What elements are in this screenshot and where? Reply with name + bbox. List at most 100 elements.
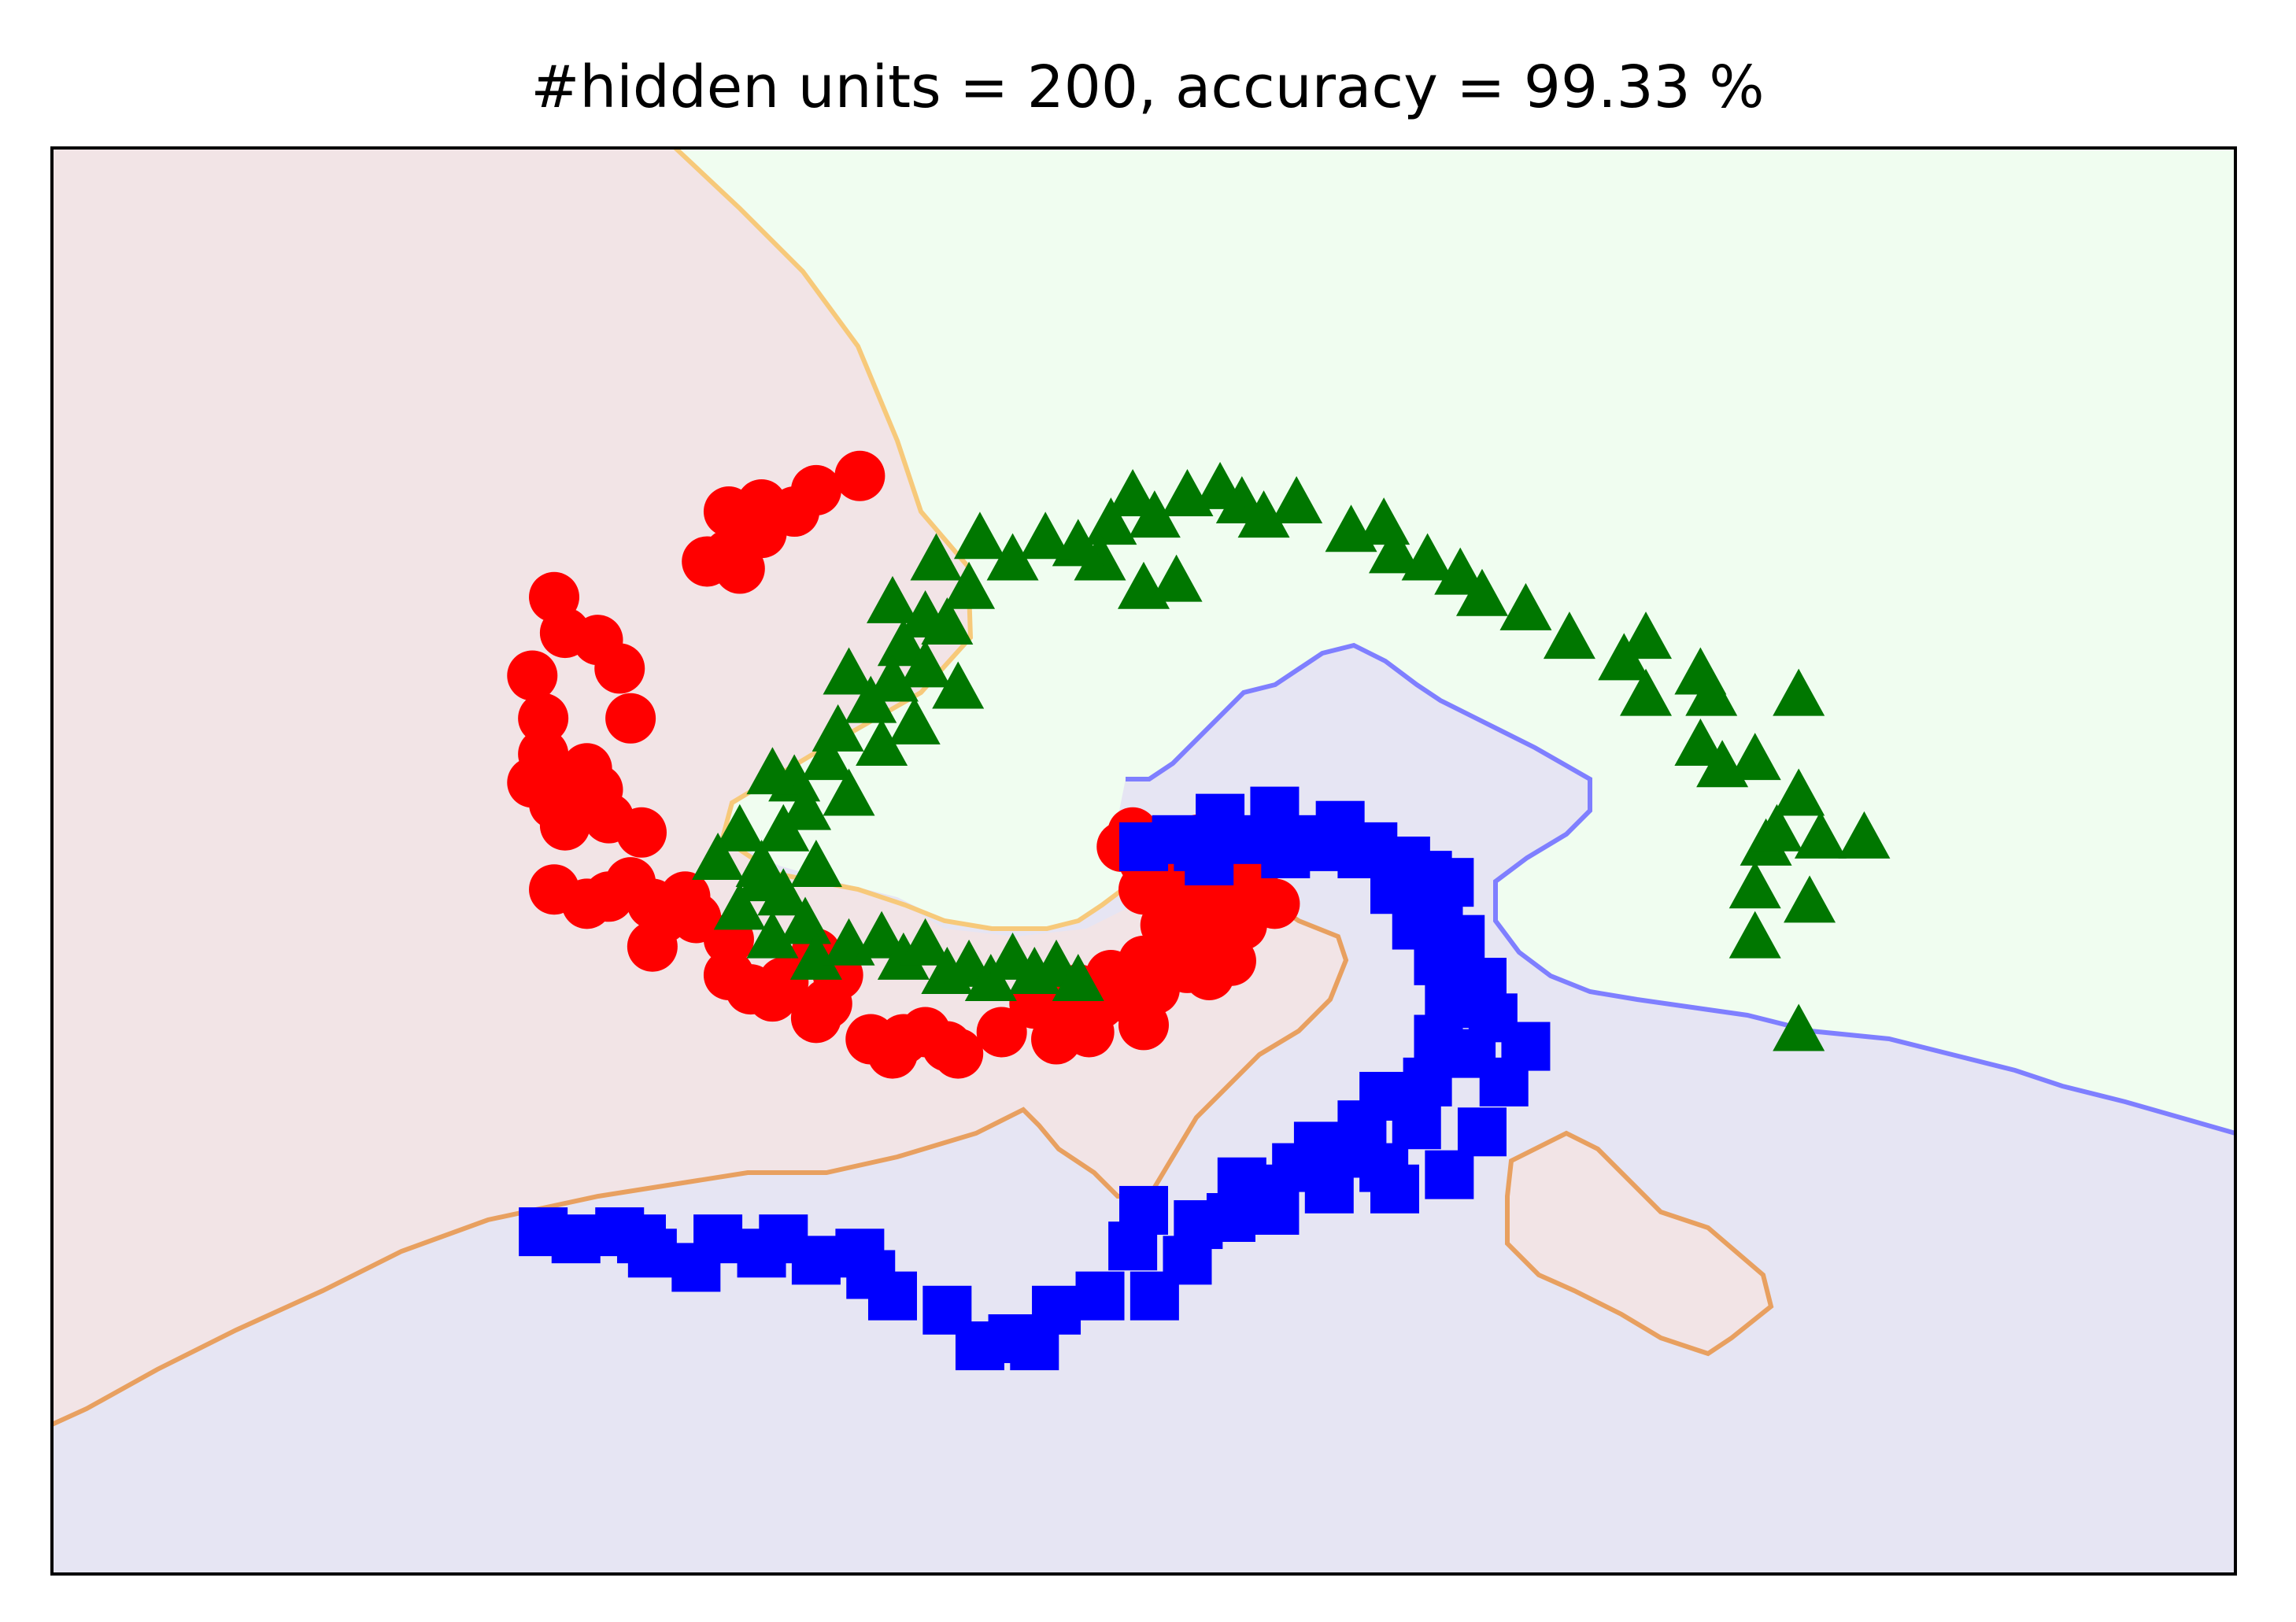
boundary-blue-green — [1126, 642, 2236, 1136]
triangle-point-19 — [1499, 582, 1552, 630]
triangle-point-14 — [1674, 647, 1727, 695]
circle-point-8 — [703, 529, 754, 580]
circle-point-12 — [594, 643, 645, 694]
region-green — [675, 148, 2235, 1133]
square-point-38 — [1108, 1221, 1158, 1271]
triangle-point-41 — [910, 533, 963, 581]
circle-point-42 — [790, 992, 841, 1044]
triangle-point-8 — [1773, 768, 1825, 816]
triangle-point-17 — [1543, 611, 1595, 660]
triangle-point-2 — [1784, 875, 1836, 923]
triangle-point-45 — [877, 619, 930, 667]
region-red-island — [1507, 1133, 1771, 1354]
square-point-60 — [1185, 837, 1234, 885]
triangle-point-22 — [1434, 547, 1487, 595]
triangle-point-38 — [1019, 512, 1072, 560]
region-red — [52, 148, 1346, 1424]
square-point-29 — [1370, 1164, 1420, 1214]
triangle-point-49 — [866, 654, 919, 702]
triangle-point-33 — [1085, 497, 1137, 545]
circle-point-85 — [1140, 900, 1191, 951]
triangle-point-48 — [932, 661, 985, 709]
triangle-point-28 — [1237, 490, 1290, 538]
circle-point-38 — [747, 971, 798, 1022]
square-point-34 — [1250, 1185, 1300, 1235]
square-point-46 — [922, 1285, 972, 1335]
triangle-point-32 — [1107, 468, 1159, 516]
triangle-point-47 — [899, 640, 952, 688]
triangle-point-23 — [1369, 526, 1422, 574]
triangle-point-25 — [1325, 504, 1377, 552]
triangle-point-58 — [823, 768, 875, 816]
triangle-point-74 — [899, 918, 952, 966]
plot-area — [50, 146, 2237, 1576]
triangle-point-67 — [713, 882, 766, 930]
circle-point-87 — [1031, 1014, 1082, 1065]
triangle-point-10 — [1728, 733, 1781, 781]
triangle-point-60 — [757, 804, 810, 852]
triangle-point-53 — [856, 719, 908, 767]
square-point-65 — [1337, 1100, 1387, 1150]
triangle-point-15 — [1620, 668, 1673, 716]
square-point-55 — [671, 1243, 721, 1292]
square-point-57 — [595, 1207, 645, 1257]
square-point-41 — [1075, 1271, 1125, 1321]
triangle-point-11 — [1674, 719, 1727, 767]
circle-point-0 — [834, 450, 885, 501]
square-point-23 — [1403, 1057, 1452, 1107]
triangle-point-54 — [888, 696, 941, 744]
square-point-66 — [1293, 1121, 1343, 1171]
triangle-point-68 — [746, 911, 799, 959]
triangle-point-42 — [943, 561, 996, 609]
square-point-63 — [1348, 822, 1398, 871]
square-point-40 — [1130, 1271, 1179, 1321]
boundary-red-blue — [50, 878, 1349, 1427]
triangle-point-44 — [866, 575, 919, 623]
square-point-49 — [835, 1229, 885, 1278]
triangle-point-64 — [789, 840, 842, 888]
triangle-point-50 — [823, 647, 875, 695]
triangle-point-51 — [845, 675, 897, 723]
triangle-point-18 — [1620, 611, 1673, 660]
series-triangle — [692, 461, 1891, 1051]
circle-point-14 — [605, 693, 656, 744]
chart-title: #hidden units = 200, accuracy = 99.33 % — [531, 54, 1764, 121]
square-point-64 — [1425, 858, 1474, 907]
circle-point-21 — [539, 800, 590, 851]
square-point-15 — [1414, 936, 1463, 985]
plot-frame — [50, 146, 2237, 1576]
triangle-point-4 — [1838, 811, 1891, 859]
series-square — [519, 786, 1551, 1371]
triangle-point-13 — [1773, 668, 1825, 716]
circle-point-15 — [518, 693, 569, 744]
triangle-point-81 — [1052, 954, 1104, 1002]
triangle-point-65 — [757, 868, 810, 916]
triangle-point-66 — [735, 854, 788, 902]
triangle-point-39 — [986, 533, 1039, 581]
circle-point-22 — [561, 743, 612, 794]
boundary-island — [1505, 1130, 1774, 1357]
circle-point-33 — [627, 921, 678, 972]
triangle-point-30 — [1161, 468, 1214, 516]
triangle-point-34 — [1074, 533, 1126, 581]
circle-point-83 — [1205, 935, 1256, 986]
data-points — [507, 450, 1891, 1371]
triangle-point-0 — [1773, 1003, 1825, 1051]
square-point-52 — [737, 1229, 786, 1278]
circle-point-86 — [1085, 949, 1137, 1000]
square-point-22 — [1479, 1057, 1529, 1107]
circle-point-24 — [616, 807, 667, 858]
triangle-point-69 — [779, 896, 832, 944]
circle-point-48 — [933, 1028, 984, 1079]
triangle-point-36 — [1150, 554, 1203, 602]
triangle-point-24 — [1358, 497, 1411, 545]
triangle-point-5 — [1794, 811, 1847, 859]
triangle-point-7 — [1751, 804, 1803, 852]
circle-point-81 — [1249, 878, 1300, 929]
triangle-point-73 — [877, 932, 930, 980]
triangle-point-1 — [1728, 911, 1781, 959]
square-point-59 — [519, 1207, 568, 1257]
triangle-point-70 — [789, 932, 842, 980]
triangle-point-57 — [746, 747, 799, 795]
